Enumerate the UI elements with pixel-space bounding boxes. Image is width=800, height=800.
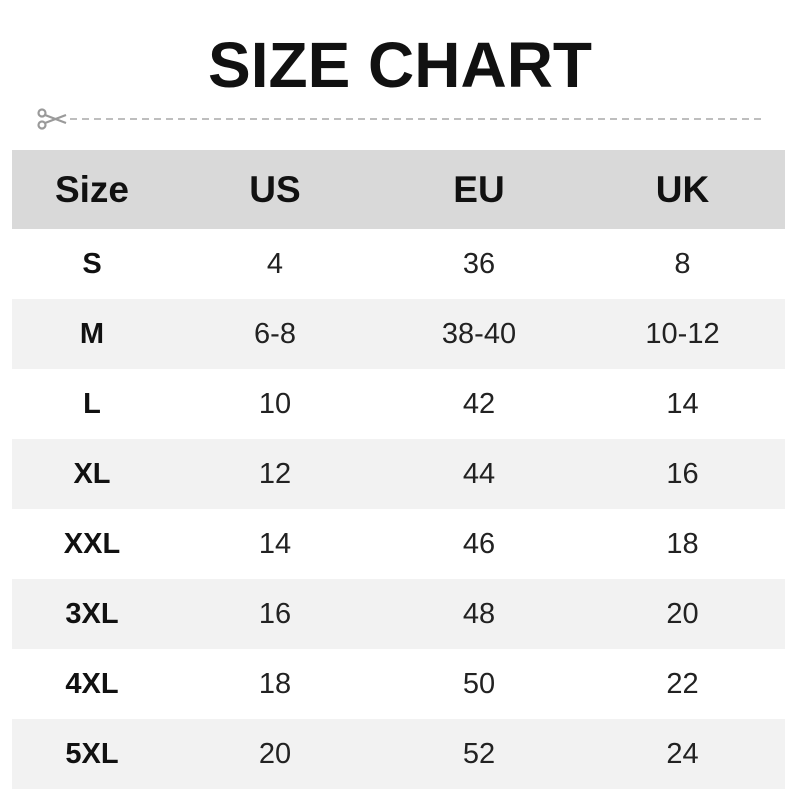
cell-size: S [82, 247, 102, 280]
cell-us: 16 [258, 597, 292, 630]
cell-uk: 14 [666, 387, 699, 420]
cell-uk: 8 [674, 247, 691, 280]
cell-uk: 22 [666, 667, 699, 700]
cell-eu: 42 [462, 387, 496, 420]
cell-size: XL [73, 457, 111, 490]
cell-eu: 48 [462, 597, 496, 630]
table-row: XL 12 44 16 [12, 439, 785, 509]
table-row: 3XL 16 48 20 [12, 579, 785, 649]
cell-us: 18 [258, 667, 292, 700]
cell-uk: 16 [666, 457, 699, 490]
cell-eu: 46 [462, 527, 496, 560]
column-header-eu: EU [453, 168, 505, 210]
cell-uk: 20 [666, 597, 699, 630]
cell-eu: 38-40 [441, 317, 517, 350]
table-header-row: Size US EU UK [12, 150, 785, 229]
cell-eu: 36 [462, 247, 496, 280]
cell-us: 12 [258, 457, 292, 490]
cell-us: 14 [258, 527, 292, 560]
cell-uk: 24 [666, 737, 699, 770]
table-row: L 10 42 14 [12, 369, 785, 439]
cell-eu: 52 [462, 737, 496, 770]
table-row: XXL 14 46 18 [12, 509, 785, 579]
cut-line [37, 108, 766, 130]
cell-uk: 18 [666, 527, 699, 560]
cell-size: M [79, 317, 105, 350]
table-row: 4XL 18 50 22 [12, 649, 785, 719]
column-header-size: Size [54, 168, 130, 210]
table-row: 5XL 20 52 24 [12, 719, 785, 789]
column-header-uk: UK [655, 168, 710, 210]
cell-size: 5XL [65, 737, 119, 770]
scissors-icon [37, 108, 67, 130]
cell-us: 10 [258, 387, 292, 420]
cell-us: 20 [258, 737, 292, 770]
table-body: S 4 36 8 M 6-8 38-40 10-12 L 10 42 14 XL 12 44 16 XXL 14 4… [12, 229, 785, 789]
column-header-us: US [249, 168, 301, 210]
size-table: Size US EU UK S 4 36 8 M 6-8 38-40 10-12 L 10 42 14… [12, 150, 785, 789]
table-row: M 6-8 38-40 10-12 [12, 299, 785, 369]
cell-size: L [83, 387, 101, 420]
cell-size: XXL [63, 527, 121, 560]
cell-us: 4 [266, 247, 284, 280]
cell-us: 6-8 [254, 317, 296, 350]
cell-eu: 50 [462, 667, 496, 700]
cell-size: 3XL [65, 597, 119, 630]
table-row: S 4 36 8 [12, 229, 785, 299]
page-title: SIZE CHART [208, 29, 592, 101]
cell-eu: 44 [462, 457, 496, 490]
cell-size: 4XL [65, 667, 119, 700]
cell-uk: 10-12 [645, 317, 720, 350]
